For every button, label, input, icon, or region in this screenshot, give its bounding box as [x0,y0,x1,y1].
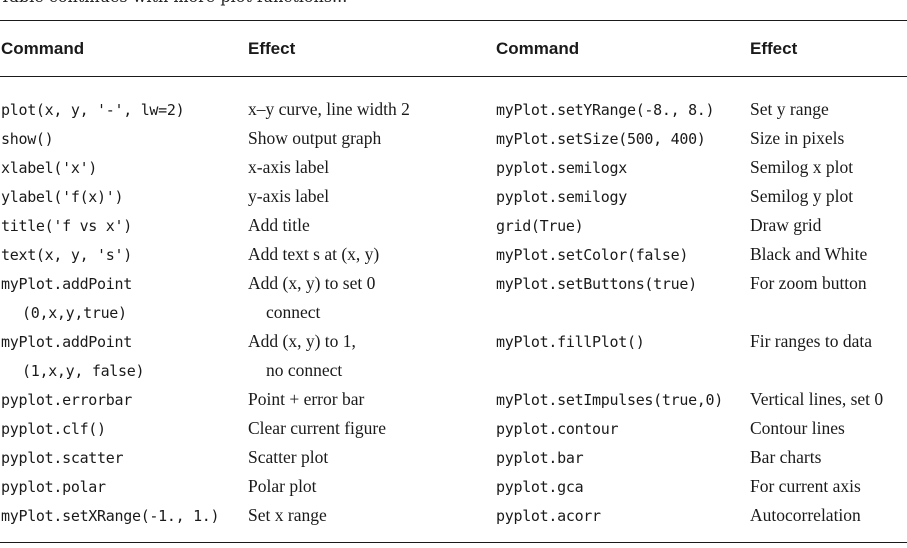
command-cell: plot(x, y, '-', lw=2) [1,100,185,119]
command-cell: pyplot.bar [496,448,584,467]
command-cell: xlabel('x') [1,158,98,177]
command-cell: myPlot.addPoint [1,274,132,293]
header-command-left: Command [1,38,85,58]
command-cell: title('f vs x') [1,216,132,235]
command-cell: pyplot.errorbar [1,390,132,409]
effect-cell: Scatter plot [248,447,329,467]
table-row: xlabel('x') x-axis label pyplot.semilogx… [0,153,907,182]
table-row: myPlot.addPoint Add (x, y) to 1, myPlot.… [0,327,907,356]
effect-cell: Add (x, y) to 1, [248,331,356,351]
command-cell: myPlot.setButtons(true) [496,274,697,293]
effect-cell: Autocorrelation [750,505,861,525]
command-cell: pyplot.acorr [496,506,601,525]
effect-cell: Set y range [750,99,829,119]
effect-cell: Add title [248,215,310,235]
effect-cell: Contour lines [750,418,845,438]
effect-cell: Vertical lines, set 0 [750,389,884,409]
command-cell: text(x, y, 's') [1,245,132,264]
table-row: plot(x, y, '-', lw=2) x–y curve, line wi… [0,77,907,125]
table-row: pyplot.clf() Clear current figure pyplot… [0,414,907,443]
effect-cell: For zoom button [750,273,867,293]
command-cell: myPlot.setImpulses(true,0) [496,390,724,409]
table-row: (0,x,y,true) connect [0,298,907,327]
table-row: ylabel('f(x)') y-axis label pyplot.semil… [0,182,907,211]
command-cell: pyplot.semilogx [496,158,627,177]
effect-cell: Point + error bar [248,389,365,409]
table-header-row: Command Effect Command Effect [0,20,907,77]
command-cell: grid(True) [496,216,584,235]
effect-cell: Draw grid [750,215,822,235]
table-row: myPlot.setXRange(-1., 1.) Set x range py… [0,501,907,543]
header-command-right: Command [496,38,580,58]
effect-cell: Size in pixels [750,128,845,148]
effect-cell-continuation: no connect [266,360,343,380]
command-cell: pyplot.gca [496,477,584,496]
table-row: title('f vs x') Add title grid(True) Dra… [0,211,907,240]
effect-cell [749,298,907,327]
effect-cell: Add text s at (x, y) [248,244,380,264]
table-row: pyplot.scatter Scatter plot pyplot.bar B… [0,443,907,472]
command-cell: myPlot.setColor(false) [496,245,689,264]
command-cell: pyplot.scatter [1,448,124,467]
header-effect-left: Effect [248,38,296,58]
command-cell: myPlot.setXRange(-1., 1.) [1,506,220,525]
effect-cell: Add (x, y) to set 0 [248,273,376,293]
plot-commands-table: Command Effect Command Effect plot(x, y,… [0,20,907,543]
table-row: show() Show output graph myPlot.setSize(… [0,124,907,153]
table-row: myPlot.addPoint Add (x, y) to set 0 myPl… [0,269,907,298]
clipped-text-line: Table continues with more plot functions… [0,0,347,7]
command-cell: pyplot.semilogy [496,187,627,206]
effect-cell: Bar charts [750,447,822,467]
effect-cell: y-axis label [248,186,330,206]
effect-cell: Set x range [248,505,327,525]
effect-cell: Clear current figure [248,418,386,438]
effect-cell: x-axis label [248,157,330,177]
table-row: pyplot.polar Polar plot pyplot.gca For c… [0,472,907,501]
command-cell [495,356,749,385]
command-cell: myPlot.setYRange(-8., 8.) [496,100,715,119]
effect-cell: x–y curve, line width 2 [248,99,410,119]
effect-cell: Polar plot [248,476,317,496]
command-cell [495,298,749,327]
effect-cell: Fir ranges to data [750,331,872,351]
effect-cell: Show output graph [248,128,382,148]
command-cell: show() [1,129,54,148]
table-row: text(x, y, 's') Add text s at (x, y) myP… [0,240,907,269]
command-cell: pyplot.contour [496,419,619,438]
effect-cell: Black and White [750,244,868,264]
command-cell-continuation: (0,x,y,true) [22,303,127,322]
command-cell: pyplot.clf() [1,419,106,438]
command-cell: myPlot.setSize(500, 400) [496,129,706,148]
command-cell: pyplot.polar [1,477,106,496]
effect-cell-continuation: connect [266,302,321,322]
effect-cell [749,356,907,385]
command-cell: ylabel('f(x)') [1,187,124,206]
table-row: (1,x,y, false) no connect [0,356,907,385]
effect-cell: Semilog y plot [750,186,854,206]
command-cell: myPlot.addPoint [1,332,132,351]
effect-cell: For current axis [750,476,861,496]
command-cell-continuation: (1,x,y, false) [22,361,145,380]
command-cell: myPlot.fillPlot() [496,332,645,351]
effect-cell: Semilog x plot [750,157,854,177]
header-effect-right: Effect [750,38,798,58]
table-row: pyplot.errorbar Point + error bar myPlot… [0,385,907,414]
